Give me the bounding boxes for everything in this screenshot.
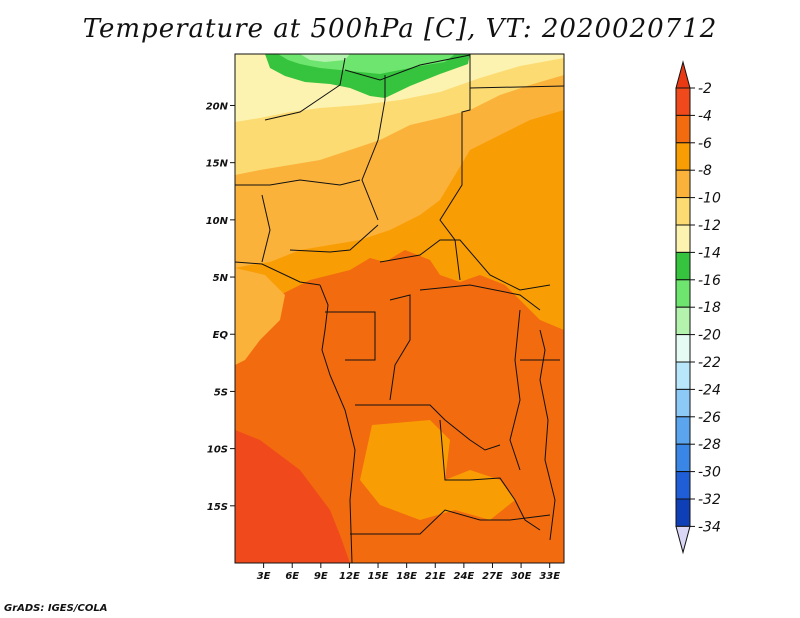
colorbar-segment — [675, 443, 691, 473]
colorbar-label: -20 — [698, 328, 721, 344]
border-line — [469, 85, 564, 89]
colorbar-segment — [675, 142, 691, 171]
country-borders — [235, 54, 564, 563]
field-band-minus16 — [300, 54, 350, 62]
lon-tick-label: 24E — [453, 571, 474, 582]
colorbar-segment — [675, 471, 691, 500]
map-frame — [234, 53, 565, 564]
colorbar-label: -12 — [698, 218, 721, 234]
field-patch-south — [360, 420, 515, 520]
border-line — [389, 294, 411, 401]
colorbar-label: -4 — [698, 108, 712, 124]
colorbar-segment — [675, 251, 691, 281]
colorbar-label: -30 — [698, 465, 721, 481]
colorbar-segment — [675, 279, 691, 308]
lat-tick-label: 5N — [213, 273, 229, 284]
lon-tick-label: 15E — [368, 571, 389, 582]
colorbar-segment — [675, 416, 691, 445]
colorbar-label: -10 — [698, 191, 721, 207]
lat-tick-label: 10S — [207, 445, 228, 456]
colorbar-segment — [675, 197, 691, 226]
lon-tick-label: 27E — [482, 571, 503, 582]
border-line — [344, 54, 471, 81]
border-line — [379, 239, 551, 291]
colorbar-label: -28 — [698, 437, 721, 453]
colorbar-segment — [675, 498, 691, 527]
colorbar-segment — [675, 169, 691, 199]
lon-tick-label: 30E — [511, 571, 532, 582]
lon-tick-label: 9E — [314, 571, 328, 582]
border-line — [235, 261, 321, 286]
lon-tick-label: 18E — [396, 571, 417, 582]
border-line — [350, 509, 551, 535]
colorbar-segment — [675, 114, 691, 144]
border-line — [361, 75, 386, 221]
border-line — [355, 404, 501, 451]
colorbar-label: -8 — [698, 163, 712, 179]
border-line — [235, 179, 361, 186]
colorbar-segment — [675, 87, 691, 116]
lat-tick-label: 10N — [206, 216, 229, 227]
colorbar-label: -22 — [698, 355, 721, 371]
colorbar-label: -26 — [698, 410, 721, 426]
temperature-field — [235, 54, 564, 563]
lat-tick-label: 5S — [214, 387, 228, 398]
colorbar-bottom-arrow — [675, 525, 691, 555]
colorbar-label: -34 — [698, 519, 721, 535]
colorbar-label: -16 — [698, 273, 721, 289]
axis-ticks: 3E 6E 9E 12E 15E 18E 21E 24E 27E 30E 33E 20N 15N 10N 5… — [206, 101, 561, 582]
lat-tick-label: EQ — [213, 330, 229, 341]
border-line — [261, 194, 271, 263]
lon-tick-label: 33E — [539, 571, 560, 582]
lat-tick-label: 15S — [207, 502, 228, 513]
colorbar-segment — [675, 388, 691, 418]
border-line — [289, 224, 379, 253]
lon-tick-label: 21E — [425, 571, 446, 582]
border-line — [419, 284, 541, 311]
colorbar-top-arrow — [675, 60, 691, 89]
border-line — [539, 329, 556, 541]
colorbar-label: -24 — [698, 382, 721, 398]
lat-tick-label: 20N — [206, 101, 229, 112]
field-band-minus2 — [235, 430, 350, 563]
colorbar-segment — [675, 334, 691, 363]
colorbar-label: -14 — [698, 245, 721, 261]
lon-tick-label: 3E — [257, 571, 271, 582]
colorbar: -2 -4 -6 -8 -10 -12 -14 -16 -18 -20 -22 -24 -26 -28 -3… — [675, 60, 721, 555]
colorbar-segment — [675, 361, 691, 390]
field-band-minus6-west — [235, 268, 285, 365]
chart-title: Temperature at 500hPa [C], VT: 202002071… — [82, 14, 718, 44]
colorbar-label: -32 — [698, 492, 721, 508]
colorbar-segment — [675, 224, 691, 253]
lon-tick-label: 6E — [285, 571, 299, 582]
colorbar-label: -2 — [698, 81, 712, 97]
colorbar-label: -18 — [698, 300, 721, 316]
border-line — [325, 311, 376, 361]
border-line — [439, 419, 541, 531]
border-line — [319, 284, 356, 563]
colorbar-label: -6 — [698, 136, 712, 152]
grads-credit: GrADS: IGES/COLA — [4, 603, 108, 614]
lon-tick-label: 12E — [339, 571, 360, 582]
border-line — [264, 57, 346, 121]
border-line — [509, 309, 521, 471]
lat-tick-label: 15N — [206, 159, 229, 170]
colorbar-segment — [675, 306, 691, 336]
